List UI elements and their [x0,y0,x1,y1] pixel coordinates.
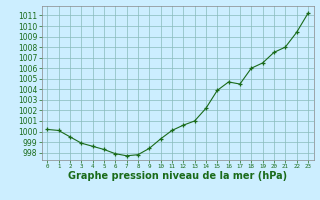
X-axis label: Graphe pression niveau de la mer (hPa): Graphe pression niveau de la mer (hPa) [68,171,287,181]
